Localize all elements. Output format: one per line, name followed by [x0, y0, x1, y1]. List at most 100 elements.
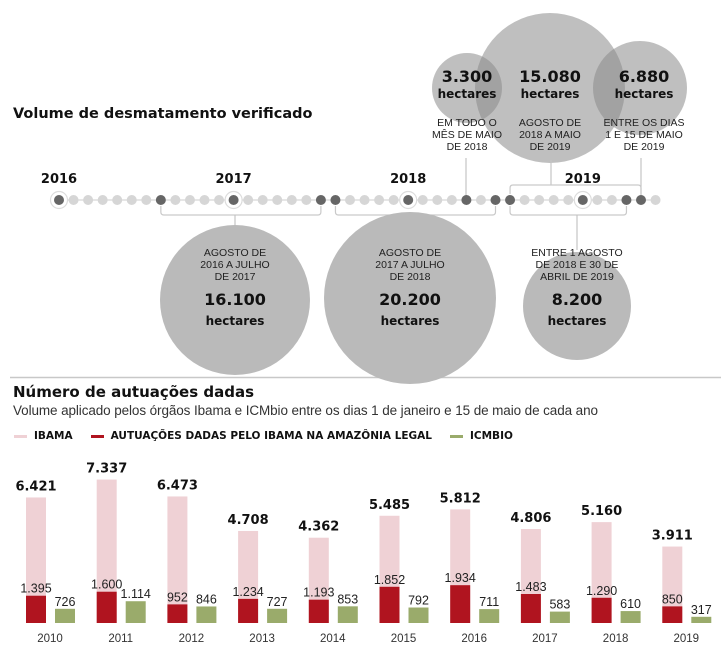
- label-ibama-2012: 6.473: [157, 478, 198, 493]
- bottom-circle-1: [324, 212, 496, 384]
- x-tick-2011: 2011: [108, 633, 133, 645]
- bottom-circle-period-0-2: DE 2017: [215, 271, 256, 283]
- label-amazonia-2019: 850: [662, 592, 683, 606]
- timeline-year-2017: 2017: [216, 172, 252, 187]
- timeline-year-2019: 2019: [565, 172, 601, 187]
- top-circle-period-2-1: 1 E 15 DE MAIO: [605, 129, 683, 141]
- timeline-dot: [141, 195, 152, 205]
- timeline-dot: [184, 195, 195, 205]
- timeline-dot: [112, 195, 123, 205]
- timeline-dot: [243, 195, 254, 205]
- bar-amazonia-2014: [308, 599, 329, 623]
- x-tick-2014: 2014: [320, 633, 346, 645]
- label-amazonia-2014: 1.193: [303, 586, 334, 600]
- bracket-2018-2019: [509, 206, 628, 216]
- timeline-dot: [214, 195, 225, 205]
- label-icmbio-2012: 846: [196, 592, 217, 606]
- legend-label-ibama: IBAMA: [34, 430, 73, 442]
- timeline-dot: [359, 195, 370, 205]
- bar-amazonia-2015: [379, 586, 400, 623]
- x-tick-2019: 2019: [674, 633, 700, 645]
- bar-icmbio-2018: [620, 611, 641, 623]
- legend-item-amazonia: AUTUAÇÕES DADAS PELO IBAMA NA AMAZÔNIA L…: [90, 430, 432, 442]
- timeline-dot-highlight: [490, 195, 501, 205]
- timeline-dot: [345, 195, 355, 205]
- x-tick-2018: 2018: [603, 633, 629, 645]
- bar-icmbio-2012: [196, 606, 217, 623]
- bottom-circle-period-2-1: DE 2018 E 30 DE: [536, 259, 619, 271]
- timeline-dot: [592, 195, 603, 205]
- bar-amazonia-2012: [167, 604, 188, 623]
- bar-amazonia-2011: [96, 591, 117, 623]
- timeline-dot: [417, 195, 428, 205]
- bar-ibama-2019: [662, 546, 683, 623]
- label-icmbio-2011: 1.114: [121, 587, 151, 601]
- x-tick-2017: 2017: [532, 633, 558, 645]
- bar-ibama-2012: [167, 496, 188, 623]
- bottom-circle-period-1-1: 2017 A JULHO: [375, 259, 444, 271]
- top-circle-value-1: 15.080: [519, 67, 581, 86]
- timeline-dot: [83, 195, 94, 205]
- bar-icmbio-2010: [55, 608, 75, 623]
- timeline-year-2018: 2018: [390, 172, 426, 187]
- label-amazonia-2018: 1.290: [586, 584, 617, 598]
- top-circle-value-2: 6.880: [619, 67, 670, 86]
- timeline-dot: [374, 195, 385, 205]
- top-circle-unit-2: hectares: [615, 87, 674, 101]
- bottom-circle-period-1-2: DE 2018: [390, 271, 431, 283]
- label-amazonia-2013: 1.234: [232, 585, 263, 599]
- label-icmbio-2015: 792: [408, 594, 429, 608]
- top-circle-period-1-2: DE 2019: [530, 141, 571, 153]
- bar-icmbio-2017: [549, 611, 570, 623]
- top-circle-2: [593, 41, 687, 135]
- timeline-dot: [170, 195, 181, 205]
- timeline-dot: [272, 195, 283, 205]
- bottom-circle-period-2-0: ENTRE 1 AGOSTO: [531, 247, 622, 259]
- timeline-dot: [606, 195, 617, 205]
- bottom-circle-unit-2: hectares: [548, 314, 607, 328]
- top-circle-period-0-0: EM TODO O: [437, 117, 497, 129]
- label-ibama-2018: 5.160: [581, 504, 622, 519]
- deforestation-title: Volume de desmatamento verificado: [13, 106, 313, 122]
- label-ibama-2016: 5.812: [440, 491, 481, 506]
- timeline-dot-highlight: [577, 195, 588, 205]
- chart-legend: IBAMA AUTUAÇÕES DADAS PELO IBAMA NA AMAZ…: [14, 430, 531, 442]
- timeline-year-2016: 2016: [41, 172, 77, 187]
- label-ibama-2011: 7.337: [86, 462, 127, 477]
- x-tick-2015: 2015: [391, 633, 417, 645]
- timeline-dot: [446, 195, 457, 205]
- top-bracket: [509, 184, 642, 194]
- timeline-dot-highlight: [54, 195, 64, 205]
- x-tick-2012: 2012: [179, 633, 205, 645]
- timeline-dot-highlight: [228, 195, 239, 205]
- legend-label-icmbio: ICMBIO: [470, 430, 513, 442]
- label-icmbio-2019: 317: [691, 603, 712, 617]
- legend-swatch-ibama: [14, 434, 27, 438]
- timeline-dot: [519, 195, 530, 205]
- timeline-dot: [475, 195, 486, 205]
- timeline-dot-highlight: [155, 195, 166, 205]
- bar-icmbio-2014: [337, 606, 358, 623]
- bracket-2016-2017: [160, 206, 322, 216]
- timeline-dot: [563, 195, 574, 205]
- label-icmbio-2014: 853: [337, 592, 358, 606]
- x-tick-2016: 2016: [461, 633, 487, 645]
- bar-icmbio-2013: [267, 608, 288, 623]
- bottom-circle-2: [523, 252, 631, 360]
- label-ibama-2014: 4.362: [298, 520, 339, 535]
- label-icmbio-2016: 711: [479, 595, 499, 609]
- top-circle-period-2-0: ENTRE OS DIAS: [603, 117, 684, 129]
- timeline-dot: [97, 195, 108, 205]
- label-ibama-2013: 4.708: [228, 513, 269, 528]
- bottom-circle-period-1-0: AGOSTO DE: [379, 247, 441, 259]
- label-amazonia-2010: 1.395: [20, 582, 51, 596]
- top-circle-period-0-2: DE 2018: [447, 141, 488, 153]
- timeline-dot: [199, 195, 210, 205]
- timeline-dot-highlight: [403, 195, 414, 205]
- top-circle-unit-1: hectares: [521, 87, 580, 101]
- label-ibama-2010: 6.421: [15, 479, 56, 494]
- timeline-dot: [126, 195, 137, 205]
- timeline-dot-highlight: [505, 195, 516, 205]
- bottom-circle-period-2-2: ABRIL DE 2019: [540, 271, 614, 283]
- bar-amazonia-2016: [450, 585, 471, 623]
